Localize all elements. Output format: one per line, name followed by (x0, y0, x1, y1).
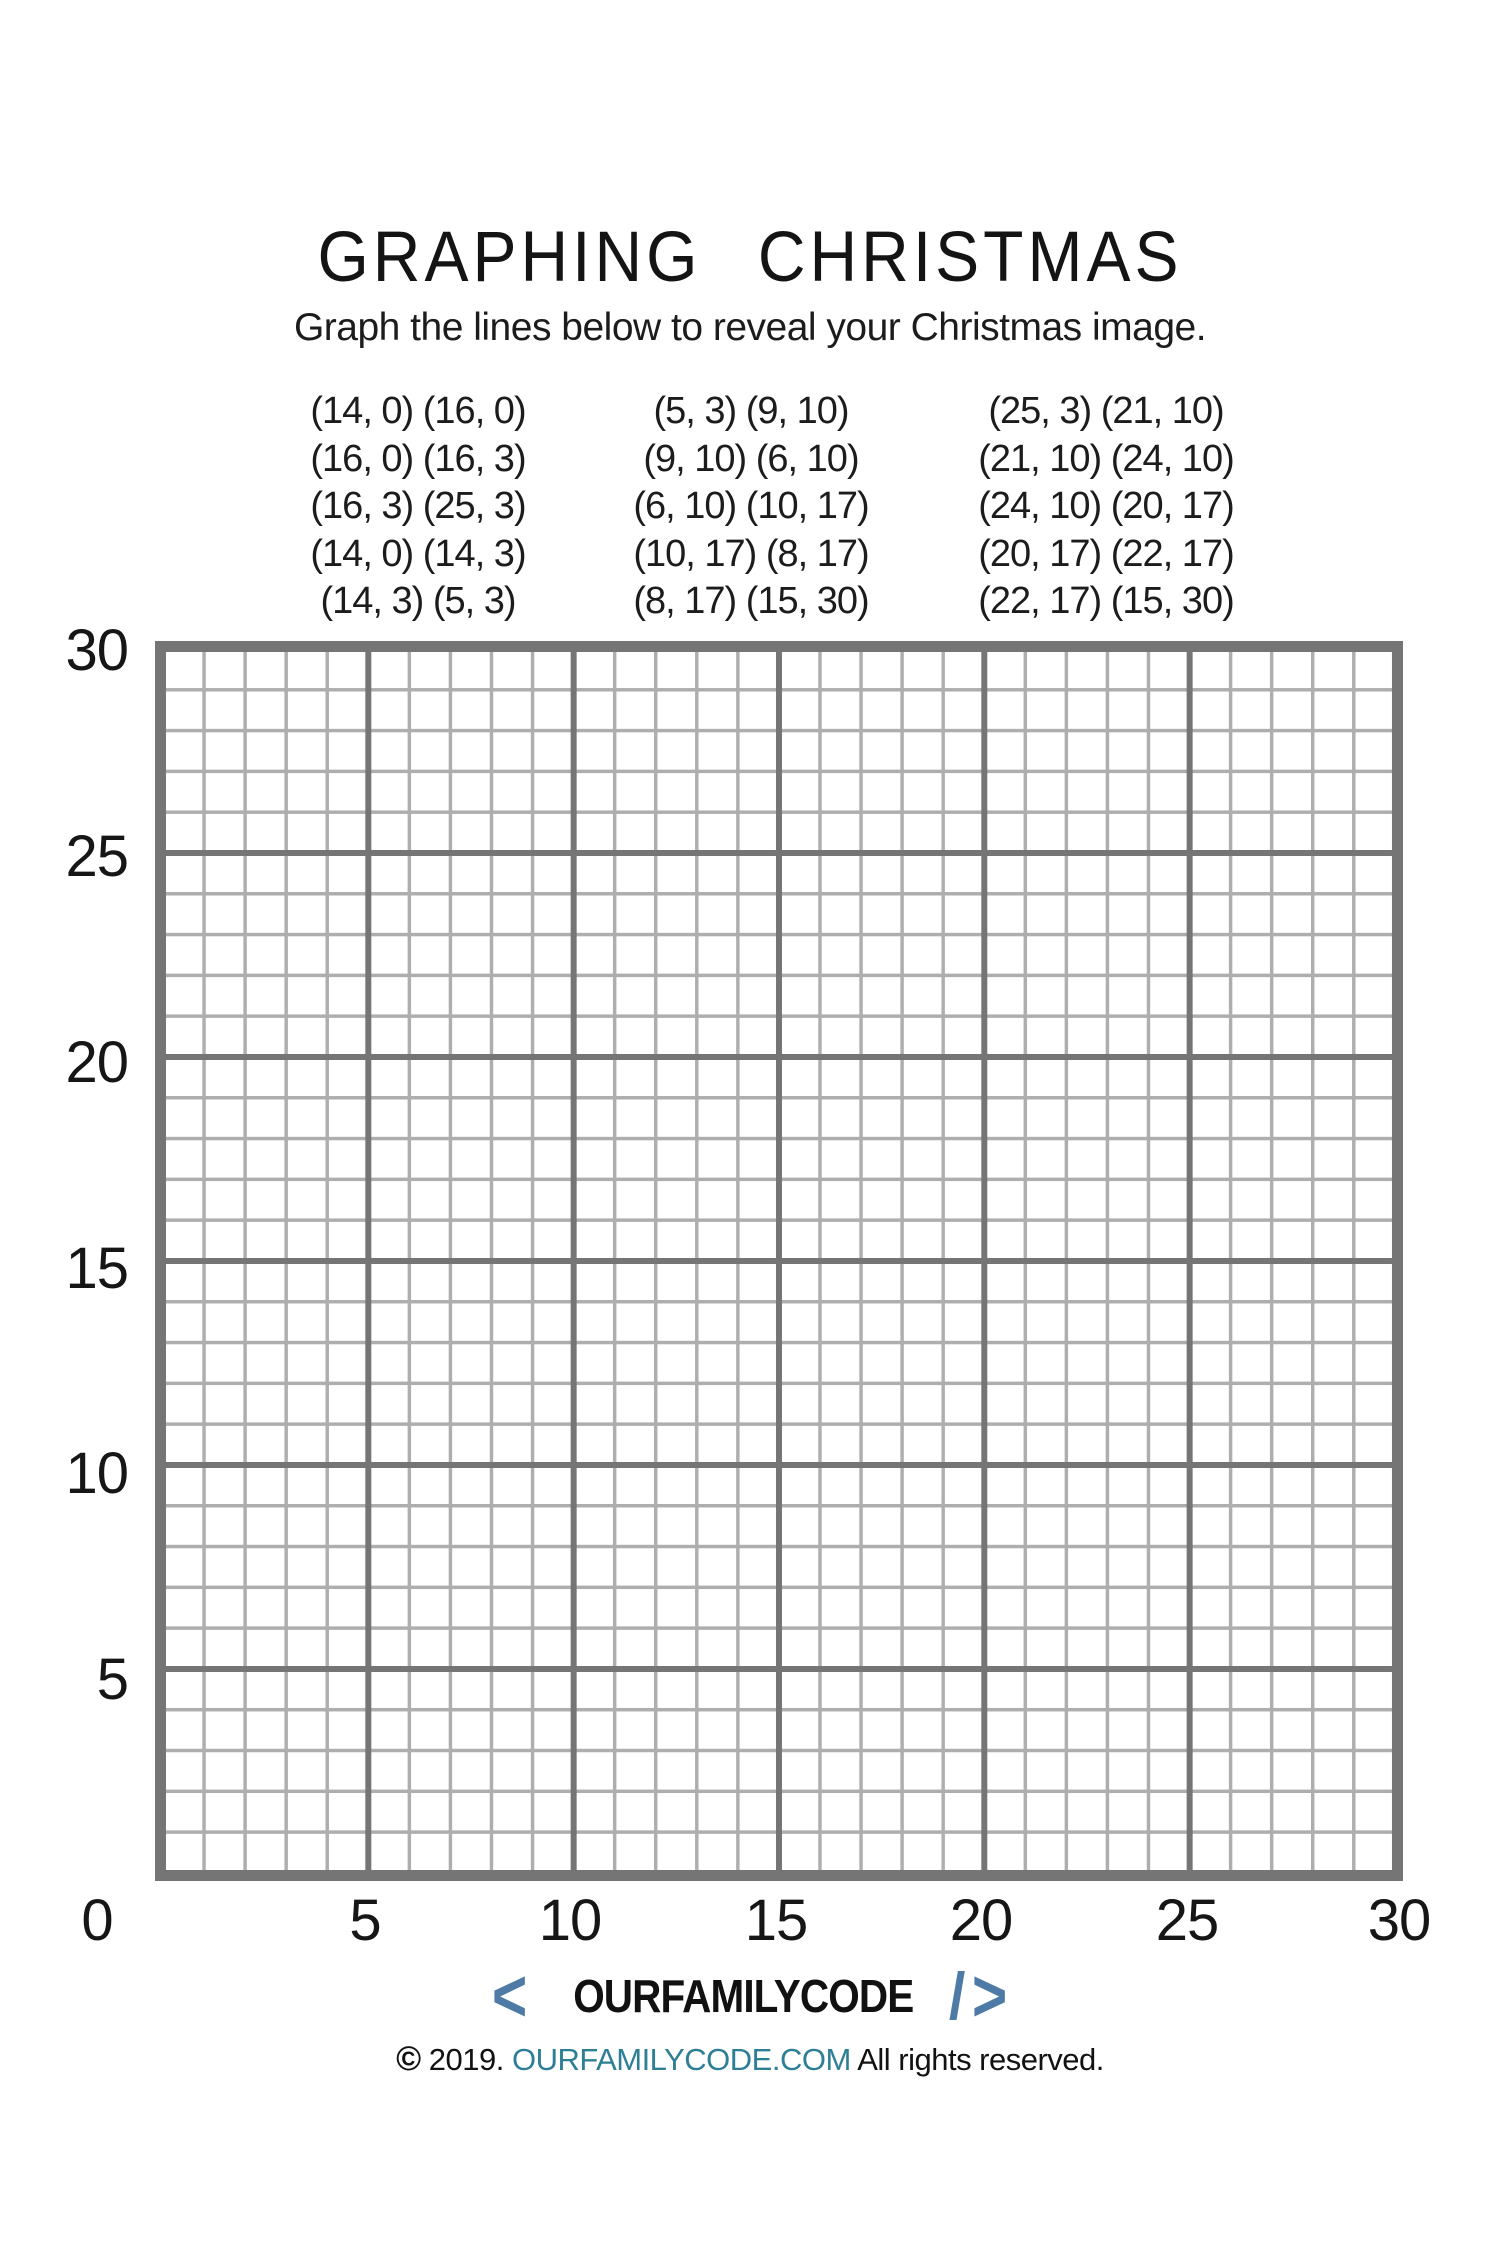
copyright-year: 2019. (420, 2042, 512, 2077)
ourfamilycode-logo: < OURFAMILYCODE / > (0, 1958, 1500, 2034)
logo-open-bracket-icon: < (492, 1954, 528, 2037)
coordinate-column-3: (25, 3) (21, 10) (21, 10) (24, 10) (24, … (896, 388, 1316, 626)
x-axis-label-20: 20 (949, 1888, 1014, 1953)
copyright-site-text: OURFAMILYCODE.COM (511, 2042, 851, 2077)
y-axis-label-15: 15 (65, 1236, 129, 1301)
logo-brand-name: OURFAMILYCODE (572, 1970, 914, 2022)
coordinate-grid (155, 641, 1403, 1881)
page-title: GRAPHING CHRISTMAS (317, 216, 1183, 296)
x-axis-label-10: 10 (538, 1888, 603, 1953)
y-axis-label-10: 10 (65, 1441, 129, 1506)
copyright-line: © 2019. OURFAMILYCODE.COM All rights res… (0, 2040, 1500, 2079)
coordinate-pair-row: (6, 10) (10, 17) (633, 485, 869, 527)
coordinate-pair-row: (22, 17) (15, 30) (978, 580, 1234, 622)
coordinate-pair-row: (8, 17) (15, 30) (633, 580, 869, 622)
origin-label-0: 0 (81, 1888, 113, 1953)
y-axis-label-25: 25 (65, 824, 129, 889)
coordinate-column-1: (14, 0) (16, 0) (16, 0) (16, 3) (16, 3) … (208, 388, 628, 626)
coordinate-pair-row: (9, 10) (6, 10) (643, 437, 859, 480)
coordinate-pair-row: (20, 17) (22, 17) (978, 532, 1234, 575)
coordinate-pair-row: (16, 0) (16, 3) (310, 437, 526, 480)
y-axis-label-20: 20 (65, 1030, 129, 1095)
coordinate-pair-row: (14, 0) (16, 0) (310, 390, 526, 432)
coordinate-pair-row: (25, 3) (21, 10) (988, 390, 1224, 432)
coordinate-column-2: (5, 3) (9, 10) (9, 10) (6, 10) (6, 10) (… (541, 388, 961, 626)
coordinate-pair-row: (14, 0) (14, 3) (310, 532, 526, 575)
x-axis-label-25: 25 (1155, 1888, 1220, 1953)
coordinate-pair-row: (21, 10) (24, 10) (978, 437, 1234, 480)
coordinate-pair-row: (14, 3) (5, 3) (320, 580, 516, 622)
copyright-rights-text: All rights reserved. (850, 2042, 1104, 2077)
copyright-symbol: © (396, 2040, 421, 2078)
logo-slash-icon: / (949, 1959, 966, 2033)
coordinate-pair-row: (16, 3) (25, 3) (310, 485, 526, 527)
logo-close-bracket-icon: > (972, 1954, 1008, 2037)
coordinate-pair-row: (5, 3) (9, 10) (653, 390, 849, 432)
y-axis-label-5: 5 (96, 1647, 129, 1712)
y-axis-label-30: 30 (65, 618, 129, 683)
x-axis-label-5: 5 (349, 1888, 381, 1953)
x-axis-label-30: 30 (1367, 1888, 1432, 1953)
coordinate-pair-row: (10, 17) (8, 17) (633, 532, 869, 575)
x-axis-label-15: 15 (744, 1888, 809, 1953)
page-subtitle: Graph the lines below to reveal your Chr… (293, 306, 1207, 349)
coordinate-pair-row: (24, 10) (20, 17) (978, 485, 1234, 527)
